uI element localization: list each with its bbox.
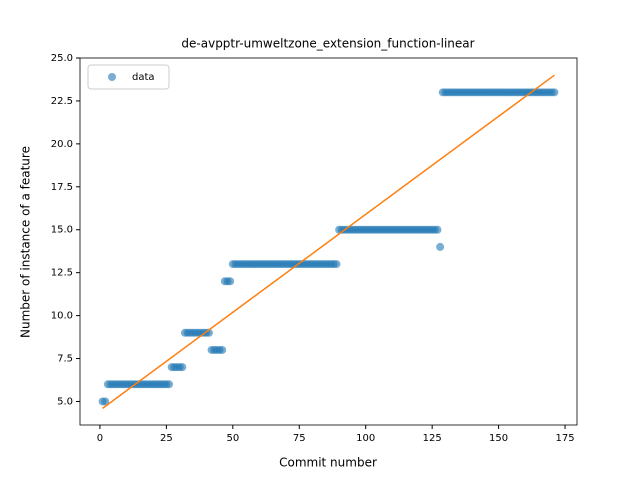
x-tick-label: 125 <box>423 433 442 444</box>
y-tick-label: 5.0 <box>57 396 73 407</box>
axes-frame <box>79 57 578 426</box>
y-tick-label: 15.0 <box>51 225 73 236</box>
x-axis-label: Commit number <box>279 456 377 470</box>
x-tick-label: 0 <box>97 433 103 444</box>
data-point <box>436 242 445 251</box>
x-tick-label: 150 <box>489 433 508 444</box>
x-tick-label: 175 <box>555 433 574 444</box>
y-tick-label: 17.5 <box>51 182 73 193</box>
data-point <box>226 277 235 286</box>
data-point <box>178 363 187 372</box>
x-tick-label: 25 <box>160 433 173 444</box>
legend-label: data <box>132 72 155 83</box>
data-point <box>433 225 442 234</box>
data-point <box>332 260 341 269</box>
data-point <box>165 380 174 389</box>
y-tick-label: 7.5 <box>57 354 73 365</box>
x-tick-label: 50 <box>226 433 239 444</box>
x-tick-label: 100 <box>356 433 375 444</box>
y-tick-label: 25.0 <box>51 53 73 64</box>
y-tick-label: 22.5 <box>51 96 73 107</box>
y-tick-label: 20.0 <box>51 139 73 150</box>
data-point <box>101 397 110 406</box>
y-axis-label: Number of instance of a feature <box>19 146 33 338</box>
data-point <box>218 345 227 354</box>
chart-title: de-avpptr-umweltzone_extension_function-… <box>181 37 474 51</box>
y-tick-label: 12.5 <box>51 268 73 279</box>
y-tick-label: 10.0 <box>51 311 73 322</box>
legend-marker <box>108 73 116 81</box>
x-tick-label: 75 <box>293 433 306 444</box>
fit-line <box>102 74 555 409</box>
data-point <box>550 88 559 97</box>
legend-box <box>87 64 170 90</box>
